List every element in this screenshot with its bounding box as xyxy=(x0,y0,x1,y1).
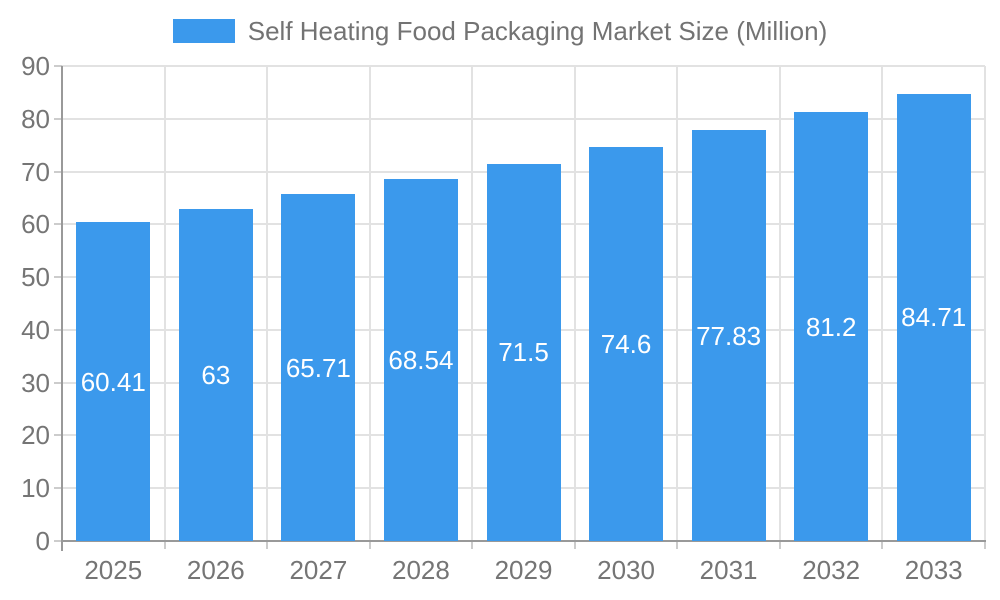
legend-item[interactable]: Self Heating Food Packaging Market Size … xyxy=(0,16,1000,46)
x-axis-label-2027: 2027 xyxy=(289,555,348,585)
y-axis-label: 0 xyxy=(35,526,50,556)
bar-value-label: 63 xyxy=(201,359,231,390)
y-axis-label: 30 xyxy=(21,367,50,398)
x-axis-label-2029: 2029 xyxy=(494,555,553,585)
x-axis-label-2028: 2028 xyxy=(392,555,450,585)
y-axis-tick xyxy=(54,434,62,437)
x-axis-tick xyxy=(881,541,884,549)
y-axis-label: 20 xyxy=(21,420,50,451)
x-axis-tick xyxy=(984,541,986,549)
bar-2029[interactable]: 71.5 xyxy=(486,163,561,541)
x-axis-tick xyxy=(368,541,371,549)
x-axis-tick xyxy=(573,541,576,549)
y-axis-tick xyxy=(54,328,62,331)
bar-value-label: 71.5 xyxy=(498,337,549,368)
x-axis-label-2025: 2025 xyxy=(84,555,143,585)
y-axis-label: 90 xyxy=(21,51,50,81)
y-gridline xyxy=(62,65,985,67)
x-gridline xyxy=(676,66,679,541)
legend-swatch xyxy=(172,19,235,43)
y-axis-label: 40 xyxy=(21,314,50,345)
y-axis-label: 10 xyxy=(21,473,50,504)
bar-value-label: 77.83 xyxy=(696,320,762,351)
x-gridline xyxy=(266,66,269,541)
bar-2028[interactable]: 68.54 xyxy=(383,179,458,541)
x-axis-label-2030: 2030 xyxy=(597,555,655,585)
y-axis-label: 70 xyxy=(21,156,50,187)
x-axis-tick xyxy=(266,541,269,549)
bar-value-label: 84.71 xyxy=(901,302,967,333)
bar-value-label: 60.41 xyxy=(80,366,146,397)
bar-value-label: 81.2 xyxy=(805,311,857,342)
x-gridline xyxy=(984,66,986,541)
bar-2031[interactable]: 77.83 xyxy=(691,130,766,541)
y-axis-tick xyxy=(54,487,62,490)
y-axis-line xyxy=(61,66,63,551)
y-axis-tick xyxy=(54,540,62,542)
y-axis-tick xyxy=(54,170,62,173)
bar-2032[interactable]: 81.2 xyxy=(794,112,869,541)
y-gridline xyxy=(62,117,985,120)
x-axis-line xyxy=(61,540,986,542)
x-axis-label-2033: 2033 xyxy=(904,555,963,585)
bar-value-label: 68.54 xyxy=(388,345,454,376)
legend-label: Self Heating Food Packaging Market Size … xyxy=(247,16,828,46)
x-gridline xyxy=(573,66,576,541)
x-axis-tick xyxy=(778,541,781,549)
y-axis-tick xyxy=(54,381,62,384)
x-gridline xyxy=(881,66,884,541)
bar-2033[interactable]: 84.71 xyxy=(896,93,971,541)
y-axis-label: 80 xyxy=(21,103,50,134)
x-axis-tick xyxy=(471,541,474,549)
x-axis-label-2032: 2032 xyxy=(802,555,861,585)
bar-2027[interactable]: 65.71 xyxy=(281,194,356,541)
y-axis-tick xyxy=(54,65,62,67)
x-axis-label-2031: 2031 xyxy=(699,555,758,585)
y-axis-tick xyxy=(54,223,62,226)
x-gridline xyxy=(471,66,474,541)
bar-2030[interactable]: 74.6 xyxy=(589,147,664,541)
x-gridline xyxy=(368,66,371,541)
y-axis-label: 50 xyxy=(21,262,50,293)
y-axis-tick xyxy=(54,117,62,120)
x-gridline xyxy=(778,66,781,541)
x-axis-label-2026: 2026 xyxy=(186,555,245,585)
x-axis-tick xyxy=(163,541,166,549)
bar-2026[interactable]: 63 xyxy=(178,208,253,541)
bar-value-label: 65.71 xyxy=(285,352,351,383)
x-axis-tick xyxy=(676,541,679,549)
y-axis-tick xyxy=(54,276,62,279)
bar-value-label: 74.6 xyxy=(600,329,652,360)
y-axis-label: 60 xyxy=(21,209,50,240)
bar-2025[interactable]: 60.41 xyxy=(76,222,151,541)
x-gridline xyxy=(163,66,166,541)
